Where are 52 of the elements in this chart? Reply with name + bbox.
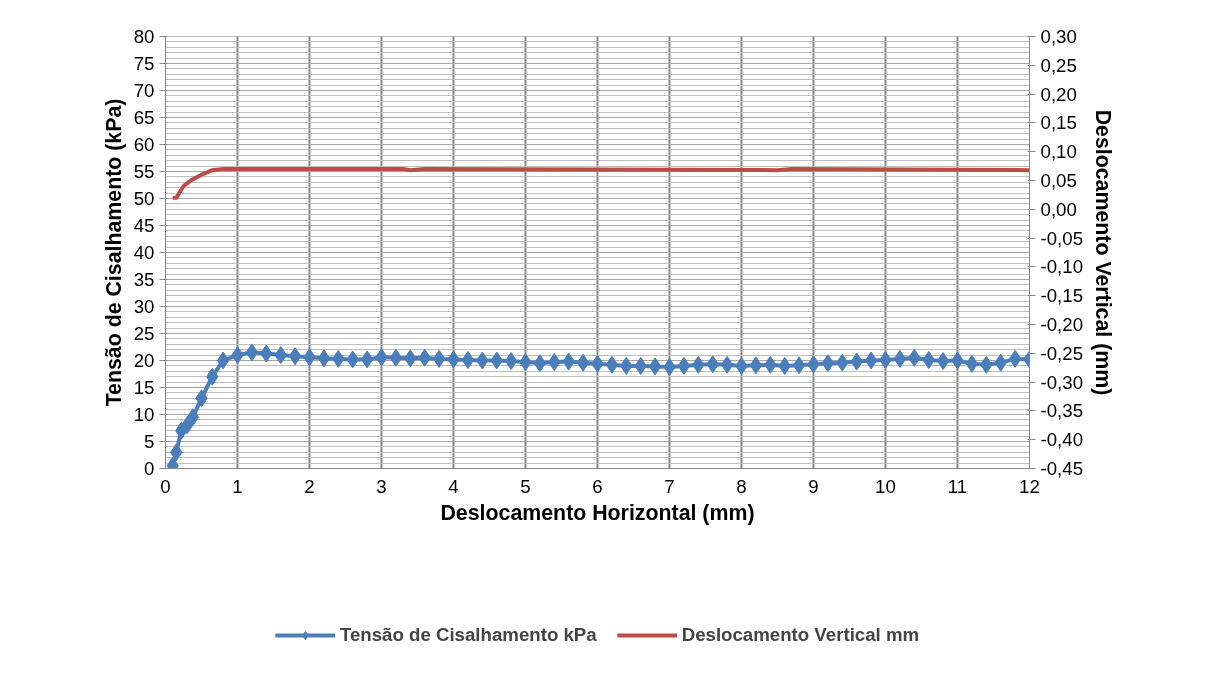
x-tick-label: 11 [947,475,968,497]
x-tick-label: 2 [304,475,315,497]
y-tick-label: 55 [133,161,155,182]
y-tick-label: 50 [133,188,155,209]
x-axis-title: Deslocamento Horizontal (mm) [440,500,755,525]
y2-tick-label: -0,25 [1040,342,1084,364]
x-tick-label: 0 [160,475,171,497]
x-tick-label: 10 [875,475,896,497]
x-tick-label: 4 [448,475,459,497]
y-tick-label: 30 [133,296,155,317]
y2-tick-label: -0,35 [1040,400,1084,422]
y2-tick-label: -0,05 [1040,227,1084,249]
y-tick-label: 10 [133,404,155,425]
y2-tick-label: -0,10 [1040,256,1084,278]
y2-tick-label: 0,05 [1040,170,1077,191]
y2-tick-label: -0,45 [1040,458,1084,479]
y-tick-label: 75 [133,53,155,74]
y2-axis-title: Deslocamento Vertical (mm) [1091,109,1116,396]
y-axis-title: Tensão de Cisalhamento (kPa) [101,98,126,407]
y2-tick-label: 0,20 [1040,83,1077,105]
x-tick-label: 9 [808,475,819,497]
y2-tick-label: 0,30 [1040,26,1077,47]
y2-tick-label: -0,30 [1040,371,1084,393]
y2-tick-label: 0,15 [1040,112,1077,134]
y-tick-label: 70 [133,80,155,101]
y-tick-label: 35 [133,269,155,290]
x-tick-label: 1 [232,475,243,497]
y2-tick-label: -0,15 [1040,285,1084,307]
line-series [170,166,1030,200]
x-tick-label: 8 [736,475,747,497]
x-tick-label: 5 [520,475,531,497]
y-tick-label: 0 [144,458,155,479]
y2-tick-label: 0,00 [1040,198,1077,220]
y-tick-label: 5 [144,431,155,452]
y-tick-label: 40 [133,242,155,263]
legend-label: Tensão de Cisalhamento kPa [339,624,597,646]
y2-tick-label: 0,25 [1040,54,1077,76]
y-tick-label: 65 [133,107,155,128]
y2-tick-label: -0,40 [1040,429,1084,451]
y2-tick-label: 0,10 [1040,141,1077,163]
x-tick-label: 3 [376,475,387,497]
y2-tick-label: -0,20 [1040,314,1084,335]
y-tick-label: 45 [133,215,155,236]
y-tick-label: 60 [133,134,155,155]
y-tick-label: 80 [133,26,155,47]
legend-label: Deslocamento Vertical mm [681,624,920,646]
y-tick-label: 15 [133,377,155,398]
x-tick-label: 6 [592,475,603,497]
x-tick-label: 12 [1019,475,1040,497]
y-tick-label: 20 [133,350,155,371]
y-tick-label: 25 [133,323,155,344]
x-tick-label: 7 [664,475,675,497]
